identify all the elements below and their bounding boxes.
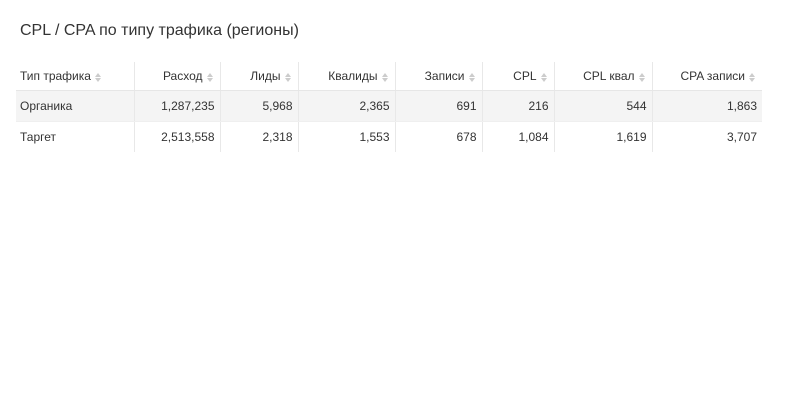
column-header-label: CPL: [513, 69, 537, 83]
table-cell: 2,318: [220, 121, 299, 152]
column-header[interactable]: Записи: [395, 62, 483, 91]
sort-arrows-icon[interactable]: [284, 72, 292, 83]
column-header-label: Записи: [424, 69, 465, 83]
table-cell: 1,553: [298, 121, 396, 152]
column-header-label: CPL квал: [583, 69, 635, 83]
table-cell: 544: [554, 90, 653, 122]
table-cell: 2,513,558: [134, 121, 221, 152]
column-header[interactable]: Тип трафика: [16, 62, 135, 91]
table-cell: 1,287,235: [134, 90, 221, 122]
sort-arrows-icon[interactable]: [468, 72, 476, 83]
column-header-label: Квалиды: [328, 69, 378, 83]
sort-arrows-icon[interactable]: [206, 72, 214, 83]
sort-arrows-icon[interactable]: [540, 72, 548, 83]
column-header-label: Лиды: [250, 69, 281, 83]
sort-arrows-icon[interactable]: [749, 72, 756, 83]
column-header[interactable]: Расход: [134, 62, 221, 91]
column-header-label: CPA записи: [680, 69, 745, 83]
column-header-label: Тип трафика: [20, 69, 91, 83]
table-cell: Органика: [16, 90, 135, 122]
report-title: CPL / CPA по типу трафика (регионы): [20, 22, 299, 39]
column-header[interactable]: Квалиды: [298, 62, 396, 91]
sort-arrows-icon[interactable]: [638, 72, 646, 83]
table-cell: 1,084: [482, 121, 555, 152]
table-cell: 2,365: [298, 90, 396, 122]
table-cell: 3,707: [726, 130, 757, 144]
table-cell: 5,968: [220, 90, 299, 122]
column-header[interactable]: CPL: [482, 62, 555, 91]
sort-arrows-icon[interactable]: [94, 72, 102, 83]
column-header[interactable]: CPL квал: [554, 62, 653, 91]
traffic-type-table: Тип трафика Расход Лиды Квалиды Записи CPL CPL…: [16, 62, 762, 152]
table-cell: 678: [395, 121, 483, 152]
table-row: Органика 1,287,235 5,968 2,365 691 216 544 1,86…: [16, 90, 762, 122]
column-header-label: Расход: [162, 69, 203, 83]
table-header-row: Тип трафика Расход Лиды Квалиды Записи CPL CPL…: [16, 62, 762, 91]
table-cell: 691: [395, 90, 483, 122]
column-header[interactable]: CPA записи: [652, 62, 762, 91]
table-cell: 1,619: [554, 121, 653, 152]
column-header[interactable]: Лиды: [220, 62, 299, 91]
table-cell: Таргет: [16, 121, 135, 152]
table-cell: 216: [482, 90, 555, 122]
sort-arrows-icon[interactable]: [381, 72, 389, 83]
table-row: Таргет 2,513,558 2,318 1,553 678 1,084 1,619 3,…: [16, 121, 762, 152]
table-cell: 1,863: [652, 90, 762, 122]
